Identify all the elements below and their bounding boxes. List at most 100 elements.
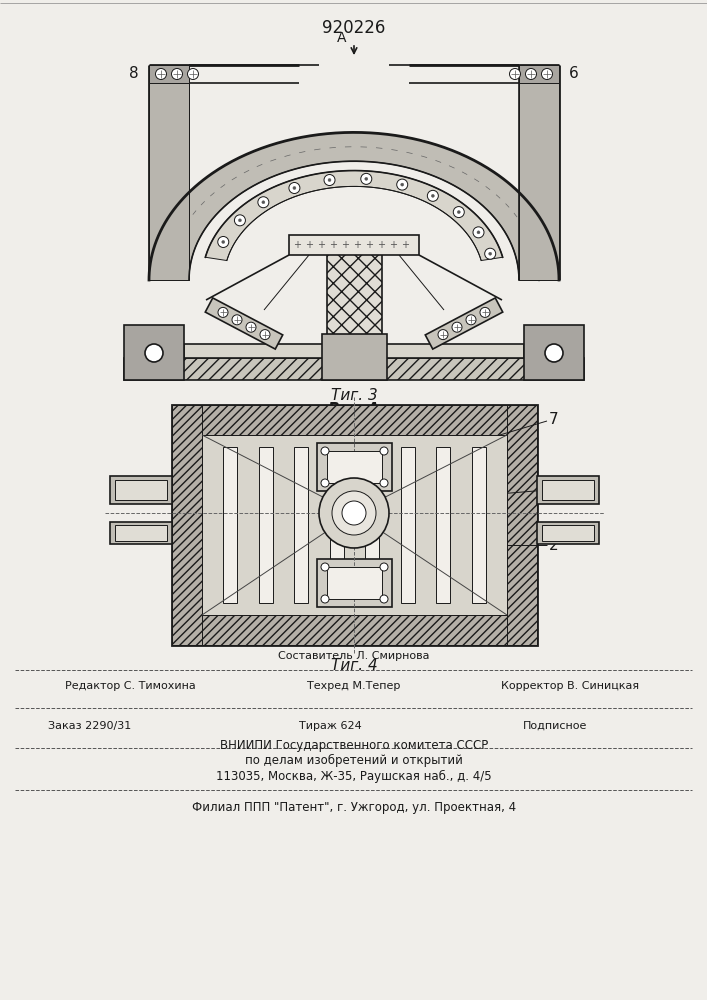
- Text: +: +: [329, 240, 337, 250]
- Text: A: A: [337, 31, 346, 45]
- Circle shape: [466, 315, 476, 325]
- Circle shape: [319, 478, 389, 548]
- Bar: [537, 476, 599, 504]
- Circle shape: [485, 248, 496, 259]
- Bar: [322, 334, 387, 380]
- Circle shape: [361, 173, 372, 184]
- Polygon shape: [426, 298, 503, 349]
- Circle shape: [260, 330, 270, 340]
- Bar: [401, 447, 415, 603]
- Circle shape: [473, 227, 484, 238]
- Circle shape: [438, 330, 448, 340]
- Text: +: +: [341, 240, 349, 250]
- Bar: [184, 344, 524, 358]
- Circle shape: [401, 183, 404, 186]
- Text: Филиал ППП "Патент", г. Ужгород, ул. Проектная, 4: Филиал ППП "Патент", г. Ужгород, ул. Про…: [192, 802, 516, 814]
- Circle shape: [380, 447, 388, 455]
- Polygon shape: [205, 171, 503, 261]
- Bar: [115, 525, 167, 541]
- Text: 2: 2: [549, 538, 559, 552]
- Bar: [519, 65, 559, 83]
- Bar: [317, 559, 392, 607]
- Text: 113035, Москва, Ж-35, Раушская наб., д. 4/5: 113035, Москва, Ж-35, Раушская наб., д. …: [216, 769, 492, 783]
- Polygon shape: [205, 298, 283, 349]
- Text: Техред М.Тепер: Техред М.Тепер: [308, 681, 401, 691]
- Text: 7: 7: [549, 483, 559, 497]
- Text: Вид·A: Вид·A: [328, 402, 380, 418]
- Bar: [436, 447, 450, 603]
- Circle shape: [480, 307, 490, 317]
- Circle shape: [332, 491, 376, 535]
- Bar: [537, 522, 599, 544]
- Text: Редактор С. Тимохина: Редактор С. Тимохина: [64, 681, 195, 691]
- Circle shape: [289, 182, 300, 193]
- Circle shape: [187, 68, 199, 80]
- Text: +: +: [365, 240, 373, 250]
- Circle shape: [489, 252, 491, 255]
- Bar: [110, 522, 172, 544]
- Text: +: +: [293, 240, 301, 250]
- Circle shape: [431, 194, 434, 197]
- Bar: [289, 235, 419, 255]
- Bar: [327, 451, 382, 483]
- Text: Заказ 2290/31: Заказ 2290/31: [48, 721, 132, 731]
- Text: Τиг. 4: Τиг. 4: [331, 658, 378, 672]
- Text: +: +: [317, 240, 325, 250]
- Circle shape: [477, 231, 480, 234]
- Text: Τиг. 3: Τиг. 3: [331, 387, 378, 402]
- Bar: [149, 65, 189, 280]
- Circle shape: [328, 179, 331, 182]
- Text: Тираж 624: Тираж 624: [298, 721, 361, 731]
- Circle shape: [321, 563, 329, 571]
- Bar: [202, 435, 507, 615]
- Text: +: +: [353, 240, 361, 250]
- Bar: [115, 480, 167, 500]
- Bar: [366, 447, 379, 603]
- Bar: [327, 567, 382, 599]
- Circle shape: [397, 179, 408, 190]
- Circle shape: [365, 177, 368, 180]
- Circle shape: [525, 68, 537, 80]
- Circle shape: [321, 447, 329, 455]
- Circle shape: [258, 197, 269, 208]
- Circle shape: [542, 68, 552, 80]
- Bar: [317, 443, 392, 491]
- Bar: [542, 480, 594, 500]
- Circle shape: [293, 186, 296, 189]
- Text: Корректор В. Синицкая: Корректор В. Синицкая: [501, 681, 639, 691]
- Circle shape: [380, 479, 388, 487]
- Text: 7: 7: [149, 213, 159, 228]
- Bar: [223, 447, 238, 603]
- Text: +: +: [305, 240, 313, 250]
- Bar: [172, 405, 537, 645]
- Circle shape: [156, 68, 167, 80]
- Circle shape: [321, 595, 329, 603]
- Bar: [110, 476, 172, 504]
- Text: +: +: [401, 240, 409, 250]
- Bar: [542, 525, 594, 541]
- Circle shape: [232, 315, 242, 325]
- Circle shape: [342, 501, 366, 525]
- Text: 6: 6: [569, 66, 579, 81]
- Bar: [172, 405, 202, 645]
- Bar: [327, 250, 382, 362]
- Circle shape: [427, 190, 438, 201]
- Circle shape: [457, 211, 460, 214]
- Bar: [149, 65, 189, 83]
- Text: 920226: 920226: [322, 19, 386, 37]
- Polygon shape: [149, 132, 559, 280]
- Circle shape: [246, 322, 256, 332]
- Circle shape: [222, 240, 225, 243]
- Text: 8: 8: [129, 66, 139, 81]
- Text: 7: 7: [549, 412, 559, 428]
- Bar: [472, 447, 486, 603]
- Bar: [124, 358, 584, 380]
- Bar: [124, 325, 184, 380]
- Text: Подписное: Подписное: [522, 721, 588, 731]
- Circle shape: [218, 307, 228, 317]
- Circle shape: [453, 207, 464, 218]
- Bar: [524, 325, 584, 380]
- Bar: [294, 447, 308, 603]
- Bar: [519, 65, 559, 280]
- Circle shape: [238, 219, 241, 222]
